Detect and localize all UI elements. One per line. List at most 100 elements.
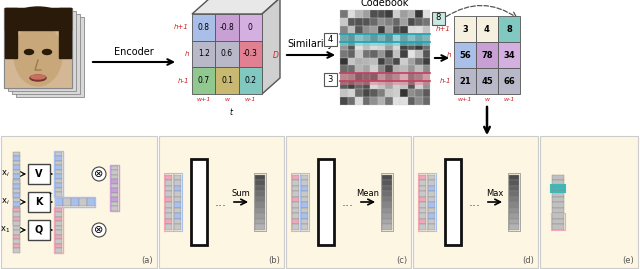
Text: w-1: w-1 — [244, 97, 256, 102]
Bar — [255, 196, 265, 202]
Bar — [13, 189, 20, 193]
Text: 0.8: 0.8 — [198, 23, 210, 32]
Bar — [5, 8, 71, 30]
FancyBboxPatch shape — [28, 192, 50, 212]
Text: Codebook: Codebook — [361, 0, 409, 8]
Text: Max: Max — [486, 189, 504, 198]
Bar — [378, 10, 385, 18]
Text: w: w — [484, 97, 490, 102]
Bar — [165, 175, 172, 180]
Bar — [509, 196, 519, 202]
Bar — [392, 26, 400, 34]
Bar — [385, 10, 392, 18]
Bar — [255, 175, 265, 180]
Bar — [13, 161, 20, 165]
Bar — [340, 42, 348, 49]
Bar — [552, 202, 564, 207]
Bar — [348, 97, 355, 105]
Text: 0: 0 — [248, 23, 253, 32]
Text: x$_i$: x$_i$ — [1, 197, 10, 207]
Bar — [422, 73, 430, 81]
Bar — [291, 173, 300, 231]
Bar — [428, 196, 435, 202]
Bar — [13, 169, 20, 174]
Bar — [552, 218, 564, 224]
Bar — [408, 81, 415, 89]
Bar — [292, 207, 299, 213]
Bar — [382, 196, 392, 202]
Bar — [454, 68, 476, 94]
Bar — [13, 215, 20, 220]
Bar — [392, 97, 400, 105]
Text: ⊗: ⊗ — [94, 169, 104, 179]
Bar — [292, 196, 299, 202]
FancyBboxPatch shape — [28, 220, 50, 240]
Text: 1.2: 1.2 — [198, 49, 210, 58]
Bar — [422, 10, 430, 18]
Bar — [13, 220, 20, 225]
Bar — [362, 10, 370, 18]
Bar — [476, 42, 498, 68]
Bar — [378, 97, 385, 105]
Bar — [413, 136, 538, 268]
Bar — [292, 191, 299, 196]
Bar — [165, 202, 172, 207]
Bar — [12, 14, 80, 94]
Bar — [55, 225, 62, 230]
Bar — [165, 218, 172, 224]
Bar — [292, 213, 299, 218]
Bar — [174, 213, 181, 218]
FancyBboxPatch shape — [323, 33, 337, 46]
Text: w: w — [225, 97, 230, 102]
Bar — [419, 213, 426, 218]
Bar — [428, 213, 435, 218]
Text: h: h — [184, 51, 189, 57]
Bar — [355, 10, 362, 18]
Bar — [552, 196, 564, 202]
Text: ⊗: ⊗ — [94, 225, 104, 235]
Bar — [13, 151, 20, 156]
FancyBboxPatch shape — [431, 12, 445, 24]
Bar — [362, 34, 370, 42]
Bar — [392, 34, 400, 42]
Bar — [55, 198, 63, 206]
Bar — [340, 97, 348, 105]
Text: 8: 8 — [435, 13, 441, 23]
Bar — [362, 42, 370, 49]
Bar — [392, 89, 400, 97]
Text: w-1: w-1 — [503, 97, 515, 102]
Bar — [111, 179, 118, 183]
Text: x$_i$: x$_i$ — [1, 169, 10, 179]
Bar — [54, 151, 63, 197]
Bar — [392, 49, 400, 58]
Bar — [355, 65, 362, 73]
Bar — [111, 188, 118, 193]
Bar — [340, 34, 348, 42]
Bar — [191, 159, 207, 245]
Ellipse shape — [31, 75, 45, 79]
Bar — [59, 8, 71, 58]
Bar — [355, 49, 362, 58]
Bar — [400, 73, 408, 81]
Bar — [165, 196, 172, 202]
Bar — [111, 206, 118, 211]
Bar — [340, 10, 348, 18]
Text: 21: 21 — [459, 76, 471, 86]
Bar — [382, 207, 392, 213]
Bar — [55, 192, 62, 196]
Bar — [13, 230, 20, 235]
Bar — [385, 65, 392, 73]
Bar — [340, 18, 348, 26]
Bar — [165, 224, 172, 229]
Bar — [215, 41, 239, 67]
Bar — [55, 151, 62, 156]
Bar — [215, 67, 239, 94]
Text: ...: ... — [342, 196, 354, 208]
Bar — [13, 239, 20, 243]
Bar — [428, 207, 435, 213]
Bar — [13, 165, 20, 169]
Bar — [385, 58, 392, 65]
Bar — [422, 49, 430, 58]
Bar — [110, 165, 119, 211]
Text: 0.7: 0.7 — [198, 76, 210, 85]
